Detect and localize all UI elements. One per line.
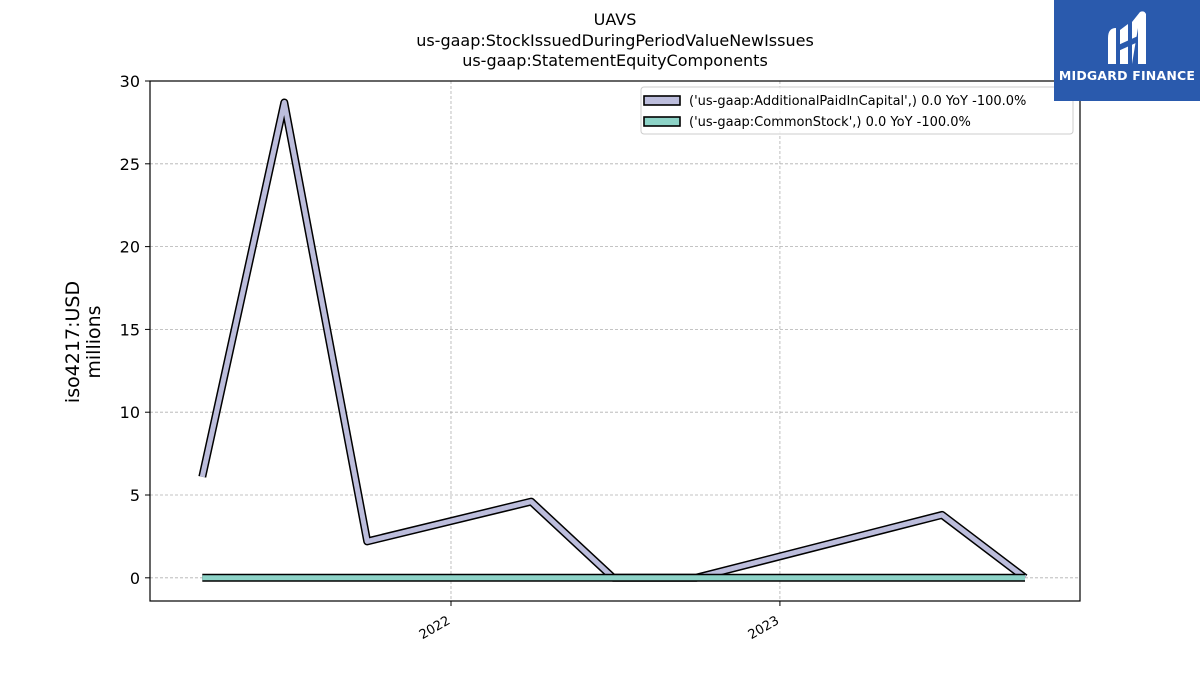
y-tick-label: 25 [120, 155, 140, 174]
y-tick-label: 5 [130, 486, 140, 505]
y-tick-label: 15 [120, 320, 140, 339]
y-tick-label: 20 [120, 238, 140, 257]
chart-title: UAVS [593, 10, 637, 29]
y-tick-label: 10 [120, 403, 140, 422]
x-tick-label: 2022 [417, 613, 453, 643]
chart-subtitle-1: us-gaap:StockIssuedDuringPeriodValueNewI… [416, 30, 814, 50]
logo-text: MIDGARD FINANCE [1058, 68, 1196, 83]
logo-mark-icon [1108, 11, 1146, 65]
y-tick-label: 0 [130, 569, 140, 588]
plot-frame [149, 80, 1081, 602]
legend-box [640, 86, 1074, 135]
legend-label-0: ('us-gaap:AdditionalPaidInCapital',) 0.0… [689, 94, 1026, 109]
midgard-finance-logo: MIDGARD FINANCE [1054, 0, 1200, 101]
x-tick-label: 2023 [746, 613, 782, 643]
legend-label-1: ('us-gaap:CommonStock',) 0.0 YoY -100.0% [689, 115, 971, 130]
y-tick-label: 30 [120, 72, 140, 91]
series-0-line [199, 100, 1027, 581]
series-0-outline [198, 98, 1028, 582]
legend-swatch-0 [643, 95, 681, 106]
chart-title-block: UAVS us-gaap:StockIssuedDuringPeriodValu… [150, 10, 1080, 72]
legend-swatch-1 [643, 116, 681, 127]
chart-subtitle-2: us-gaap:StatementEquityComponents [462, 51, 768, 70]
